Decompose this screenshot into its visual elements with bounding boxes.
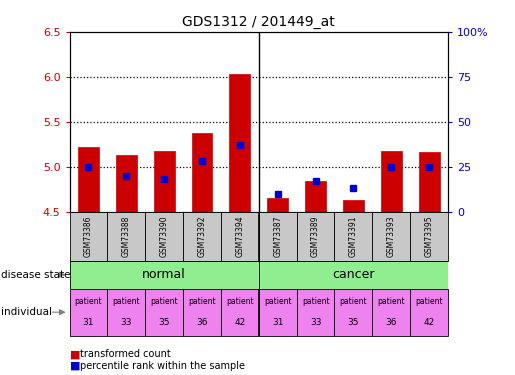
Bar	[116, 155, 136, 212]
Bar	[192, 133, 212, 212]
Bar	[381, 151, 402, 212]
Bar	[183, 212, 221, 261]
Text: patient: patient	[75, 297, 102, 306]
Bar	[221, 289, 259, 336]
Text: patient: patient	[377, 297, 405, 306]
Text: 35: 35	[348, 318, 359, 327]
Text: GSM73393: GSM73393	[387, 215, 396, 257]
Text: GSM73391: GSM73391	[349, 216, 358, 257]
Text: 36: 36	[386, 318, 397, 327]
Bar	[70, 289, 107, 336]
Text: ■: ■	[70, 350, 80, 359]
Text: 31: 31	[83, 318, 94, 327]
Bar	[267, 198, 288, 212]
Bar	[221, 212, 259, 261]
Text: cancer: cancer	[332, 268, 375, 281]
Bar	[154, 151, 175, 212]
Text: individual: individual	[1, 307, 52, 317]
Text: GSM73389: GSM73389	[311, 216, 320, 257]
Text: GSM73392: GSM73392	[198, 216, 207, 257]
Bar	[372, 212, 410, 261]
Text: patient: patient	[226, 297, 254, 306]
Bar	[343, 200, 364, 212]
Text: disease state: disease state	[1, 270, 71, 280]
Bar	[78, 147, 99, 212]
Text: GSM73395: GSM73395	[425, 215, 434, 257]
Text: normal: normal	[142, 268, 186, 281]
Text: GSM73390: GSM73390	[160, 215, 168, 257]
Text: patient: patient	[188, 297, 216, 306]
Text: 33: 33	[310, 318, 321, 327]
Text: patient: patient	[264, 297, 291, 306]
Bar	[259, 261, 448, 289]
Bar	[70, 261, 259, 289]
Bar	[410, 212, 448, 261]
Bar	[145, 289, 183, 336]
Bar	[297, 212, 335, 261]
Bar	[335, 212, 372, 261]
Text: 35: 35	[159, 318, 170, 327]
Text: 36: 36	[196, 318, 208, 327]
Text: patient: patient	[112, 297, 140, 306]
Bar	[145, 212, 183, 261]
Bar	[183, 289, 221, 336]
Text: ■: ■	[70, 361, 80, 370]
Bar	[230, 74, 250, 212]
Text: GSM73394: GSM73394	[235, 215, 244, 257]
Text: 31: 31	[272, 318, 283, 327]
Text: transformed count: transformed count	[80, 350, 170, 359]
Text: patient: patient	[415, 297, 443, 306]
Text: 33: 33	[121, 318, 132, 327]
Text: GSM73388: GSM73388	[122, 216, 131, 257]
Bar	[410, 289, 448, 336]
Text: GSM73387: GSM73387	[273, 216, 282, 257]
Bar	[297, 289, 335, 336]
Text: patient: patient	[150, 297, 178, 306]
Bar	[259, 289, 297, 336]
Bar	[372, 289, 410, 336]
Text: GSM73386: GSM73386	[84, 216, 93, 257]
Bar	[305, 181, 326, 212]
Text: 42: 42	[423, 318, 435, 327]
Bar	[419, 152, 439, 212]
Bar	[335, 289, 372, 336]
Text: percentile rank within the sample: percentile rank within the sample	[80, 361, 245, 370]
Text: patient: patient	[302, 297, 330, 306]
Title: GDS1312 / 201449_at: GDS1312 / 201449_at	[182, 15, 335, 30]
Text: 42: 42	[234, 318, 246, 327]
Bar	[259, 212, 297, 261]
Bar	[107, 212, 145, 261]
Bar	[70, 212, 107, 261]
Text: patient: patient	[339, 297, 367, 306]
Bar	[107, 289, 145, 336]
